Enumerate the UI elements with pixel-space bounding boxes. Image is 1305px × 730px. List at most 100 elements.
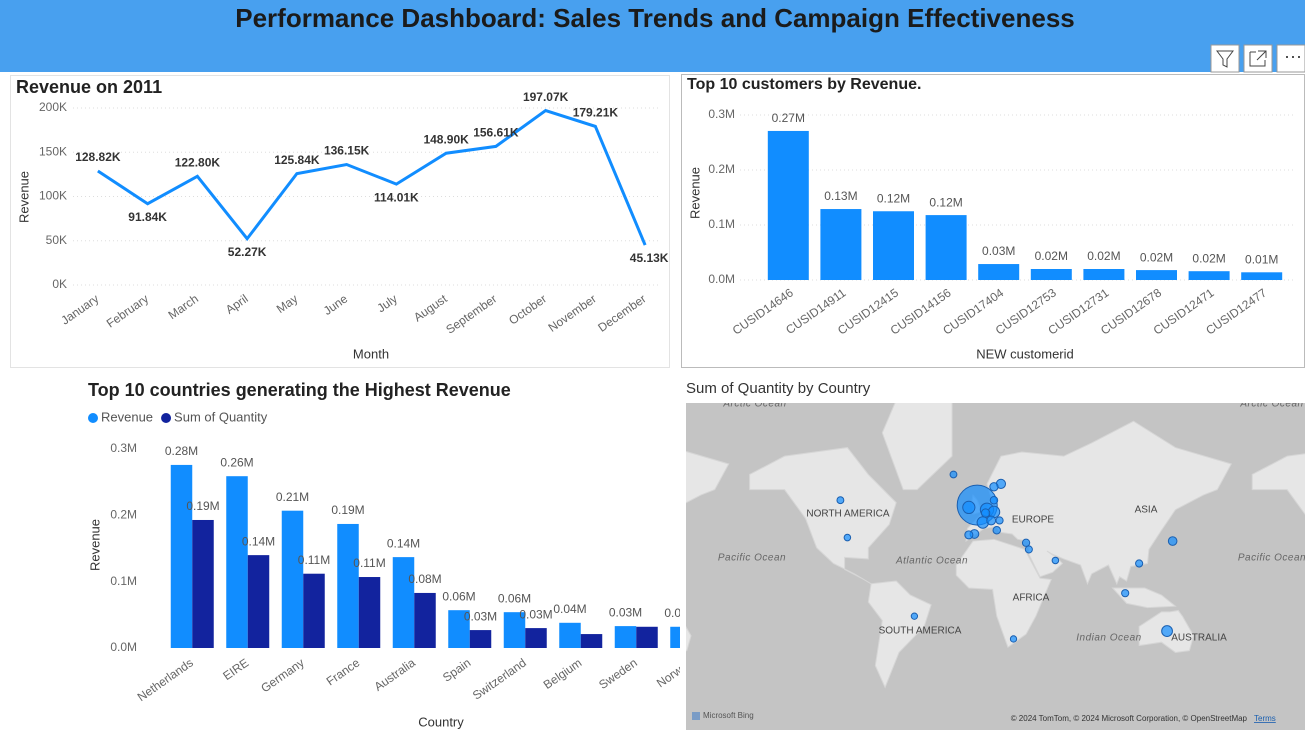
x-tick-label: Germany	[258, 656, 306, 696]
bar	[226, 476, 248, 648]
y-tick-label: 0.3M	[708, 107, 735, 121]
bubble	[986, 515, 997, 526]
map-label: Pacific Ocean	[718, 553, 786, 564]
logo-icon	[692, 712, 700, 720]
attribution: © 2024 TomTom, © 2024 Microsoft Corporat…	[1011, 714, 1248, 723]
data-label: 0.06M	[498, 591, 531, 605]
data-label: 0.03M	[519, 607, 552, 621]
x-tick-label: EIRE	[220, 656, 251, 684]
data-label: 0.11M	[298, 553, 330, 567]
visual-toolbar: ⋯	[1210, 44, 1305, 73]
bar	[978, 264, 1020, 280]
bar	[170, 464, 193, 648]
legend-label: Sum of Quantity	[174, 409, 268, 424]
bubble	[980, 508, 991, 518]
y-tick-label: 100K	[39, 189, 67, 203]
map-label: AUSTRALIA	[1171, 633, 1227, 644]
bar	[303, 573, 325, 648]
data-label: 0.26M	[220, 455, 253, 469]
bar	[580, 634, 603, 648]
land	[380, 400, 450, 490]
map-label: SOUTH AMERICA	[879, 626, 962, 637]
bar	[414, 592, 436, 648]
map-label: EUROPE	[1012, 515, 1055, 526]
y-tick-label: 0.0M	[708, 272, 735, 286]
data-label: 0.12M	[877, 191, 910, 205]
filter-icon	[1216, 50, 1234, 68]
data-label: 148.90K	[423, 132, 469, 146]
chart-title: Revenue on 2011	[16, 77, 162, 97]
y-axis-title: Revenue	[87, 519, 102, 571]
filter-button[interactable]	[1210, 44, 1240, 73]
y-tick-label: 0.1M	[708, 217, 735, 231]
data-label: 122.80K	[175, 155, 221, 169]
map-label: Arctic Ocean	[1239, 399, 1303, 410]
bar	[1136, 270, 1177, 280]
bar	[1030, 269, 1072, 280]
data-label: 0.28M	[165, 444, 198, 458]
bubble	[989, 482, 999, 492]
bar	[1083, 269, 1125, 280]
map-label: Atlantic Ocean	[895, 556, 968, 567]
data-label: 45.13K	[630, 251, 669, 265]
x-tick-label: December	[595, 292, 648, 335]
data-label: 0.12M	[929, 195, 962, 209]
bubble	[843, 533, 852, 542]
bubble	[964, 530, 974, 540]
bubble	[1135, 559, 1144, 568]
x-tick-label: Netherlands	[135, 656, 196, 705]
data-label: 0.03M	[664, 606, 697, 620]
data-label: 0.14M	[387, 536, 420, 550]
data-label: 0.01M	[1245, 252, 1278, 266]
land	[867, 580, 932, 689]
map-logo: Microsoft Bing	[703, 711, 754, 720]
data-label: 0.04M	[553, 602, 586, 616]
land	[469, 495, 479, 514]
x-tick-label: Spain	[440, 656, 473, 685]
x-tick-label: September	[443, 292, 499, 337]
bar	[1241, 272, 1283, 280]
y-tick-label: 50K	[46, 233, 67, 247]
bar	[281, 510, 304, 648]
map-label: ASIA	[1135, 505, 1158, 516]
bar	[358, 577, 381, 648]
x-axis-title: Country	[418, 714, 464, 729]
land	[955, 538, 1052, 649]
land	[749, 447, 897, 585]
x-axis-title: NEW customerid	[976, 346, 1074, 361]
country-bar-chart: Top 10 countries generating the Highest …	[87, 380, 697, 729]
bubble	[995, 516, 1004, 525]
terms-link[interactable]: Terms	[1254, 714, 1276, 723]
x-tick-label: August	[411, 291, 450, 324]
bubble	[949, 470, 958, 479]
bubble	[910, 612, 919, 620]
page-title: Performance Dashboard: Sales Trends and …	[235, 3, 1075, 33]
x-tick-label: Switzerland	[470, 656, 529, 703]
y-axis-title: Revenue	[687, 167, 702, 219]
y-tick-label: 0.2M	[110, 508, 137, 522]
data-label: 0.02M	[1035, 249, 1068, 263]
map-area: Arctic Ocean Arctic Ocean NORTH AMERICA EUR…	[380, 399, 1305, 730]
x-tick-label: March	[166, 292, 201, 323]
bubble	[1121, 589, 1130, 598]
x-tick-label: France	[324, 655, 363, 688]
data-label: 0.19M	[331, 503, 364, 517]
map-label: Pacific Ocean	[1238, 553, 1305, 564]
bar	[820, 209, 862, 280]
data-label: 125.84K	[274, 153, 320, 167]
land	[881, 403, 953, 491]
x-tick-label: November	[546, 292, 599, 335]
data-label: 0.11M	[353, 556, 385, 570]
legend-label: Revenue	[101, 409, 153, 424]
bar	[873, 211, 914, 280]
data-label: 0.02M	[1087, 249, 1120, 263]
bubble	[1167, 536, 1178, 546]
more-button[interactable]	[1276, 44, 1305, 73]
more-icon: ⋯	[1284, 47, 1302, 67]
bar	[1188, 271, 1230, 280]
y-tick-label: 150K	[39, 144, 67, 158]
legend-marker	[161, 413, 172, 423]
bar	[614, 626, 637, 648]
